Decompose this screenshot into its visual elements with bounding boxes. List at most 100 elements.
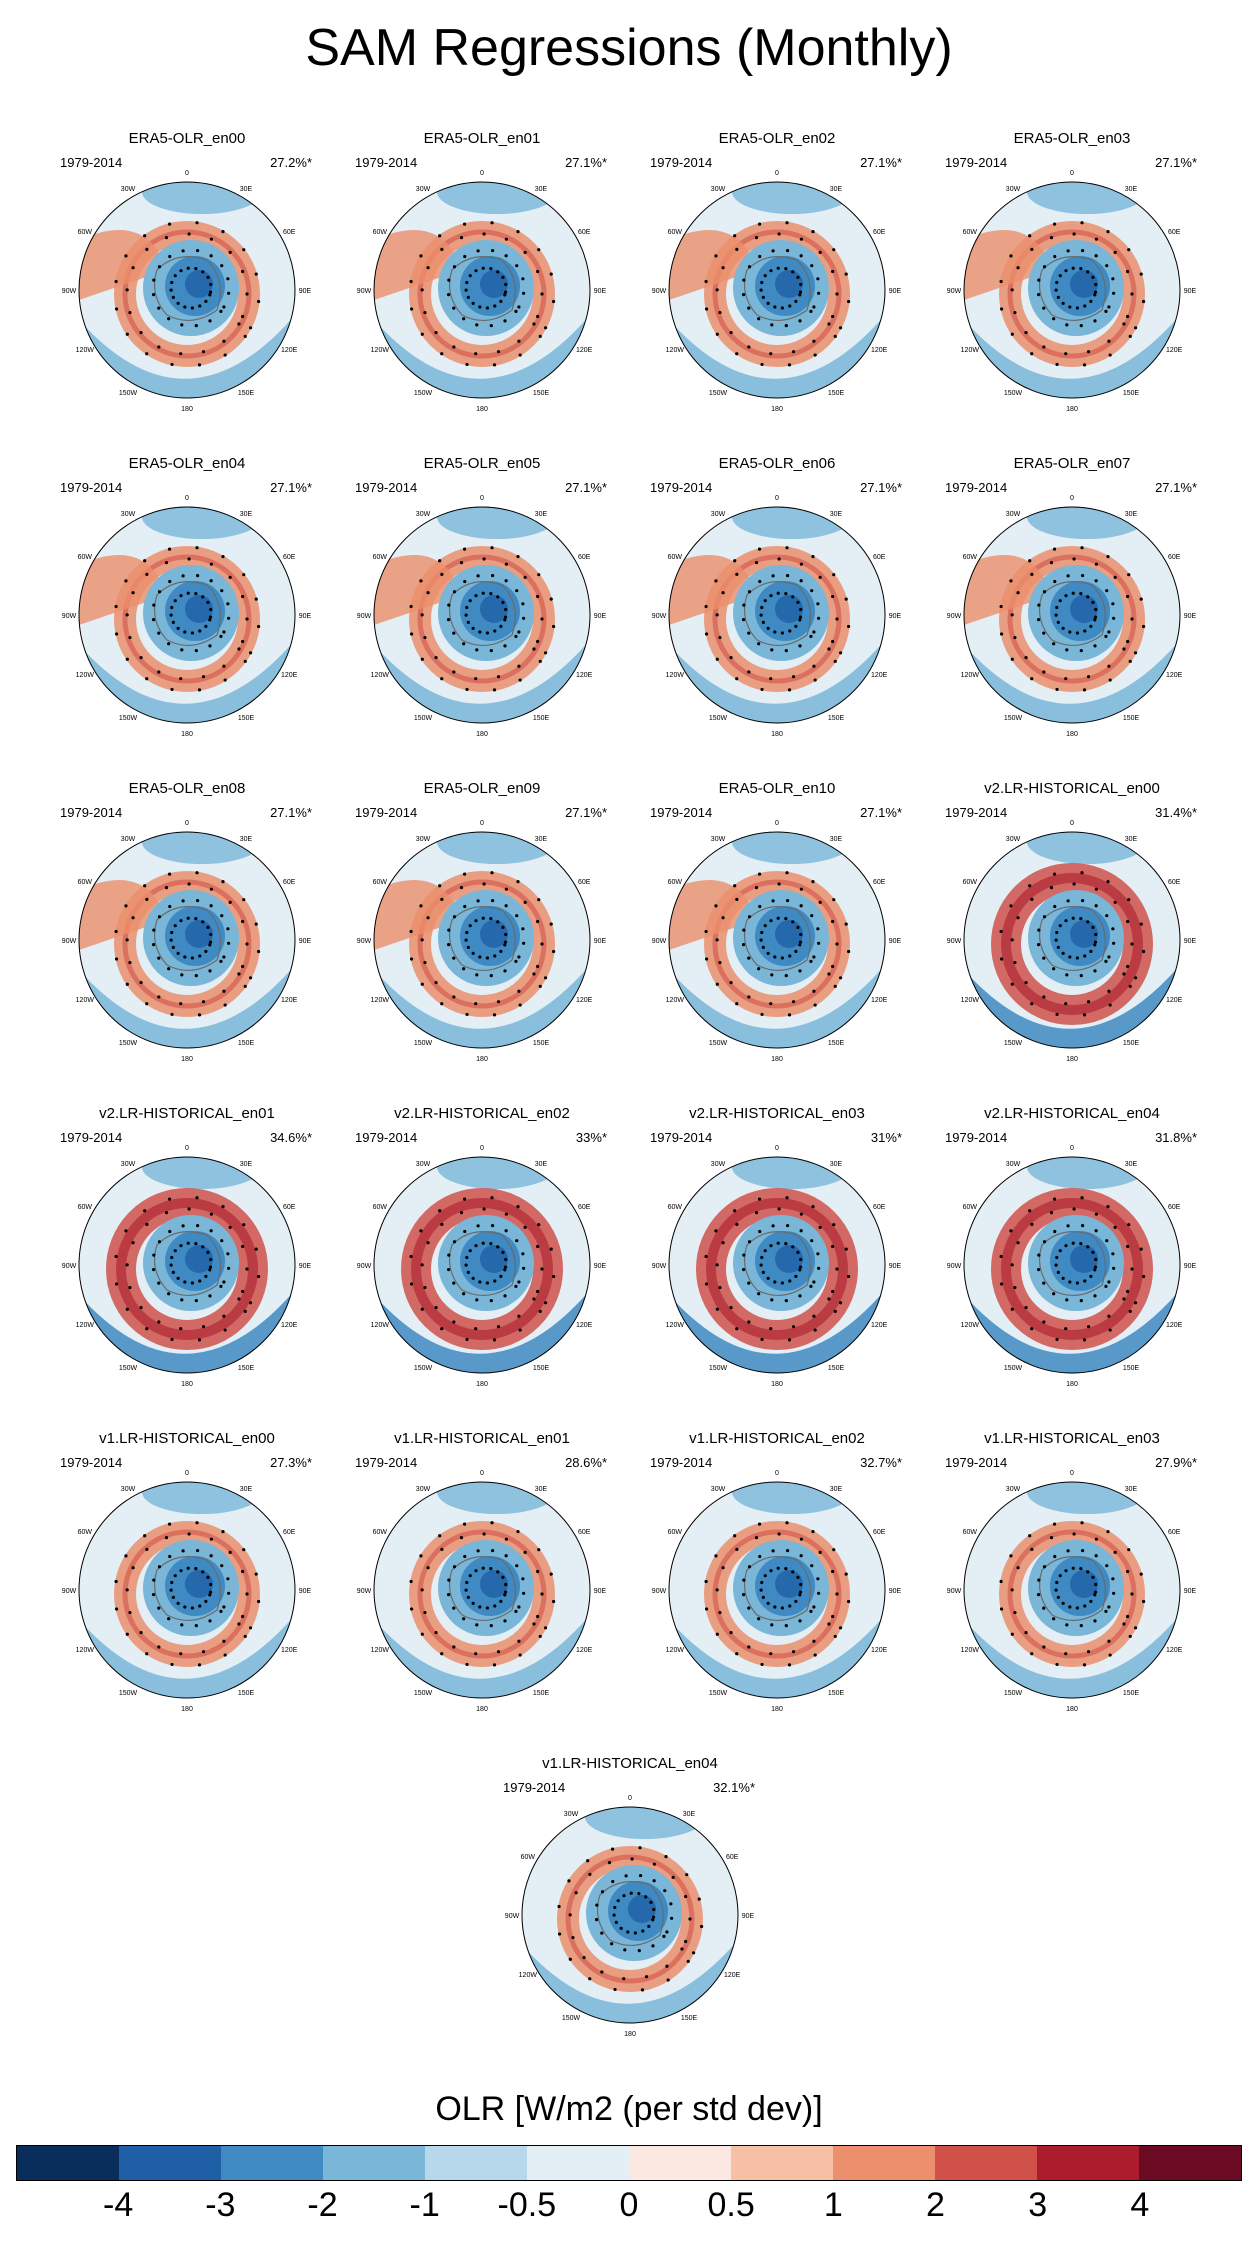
significance-dot [171, 295, 175, 299]
significance-dot [195, 1521, 199, 1525]
significance-dot [538, 659, 542, 663]
significance-dot [420, 1632, 424, 1636]
significance-dot [1042, 1606, 1046, 1610]
significance-dot [503, 1265, 508, 1269]
significance-dot [114, 957, 119, 961]
significance-dot [139, 330, 143, 335]
significance-dot [1010, 288, 1014, 292]
significance-dot [715, 1307, 719, 1311]
significance-dot [1053, 1554, 1057, 1559]
significance-dot [489, 266, 493, 271]
significance-dot [1065, 1298, 1069, 1302]
significance-dot [1122, 972, 1126, 976]
significance-dot [208, 1590, 213, 1594]
panel-period: 1979-2014 [650, 1130, 713, 1145]
panel-title: v1.LR-HISTORICAL_en01 [394, 1430, 570, 1447]
significance-dot [832, 248, 836, 252]
significance-dot [798, 943, 802, 947]
significance-dot [241, 964, 245, 969]
significance-dot [1056, 1595, 1060, 1599]
significance-dot [227, 616, 231, 620]
significance-dot [766, 1276, 770, 1280]
significance-dot [462, 1617, 466, 1621]
significance-dot [222, 1280, 226, 1284]
significance-dot [757, 1617, 761, 1621]
significance-dot [459, 1536, 464, 1540]
significance-dot [179, 919, 183, 923]
significance-dot [788, 629, 792, 633]
significance-dot [243, 1309, 247, 1313]
significance-dot [652, 1907, 656, 1912]
significance-dot [504, 904, 508, 908]
significance-dot [489, 324, 493, 328]
panel-title: ERA5-OLR_en03 [1013, 130, 1131, 147]
significance-dot [715, 1263, 719, 1267]
panel-variance: 33%* [575, 1130, 607, 1145]
significance-dot [504, 579, 508, 583]
significance-dot [1072, 1207, 1076, 1211]
significance-dot [818, 1550, 822, 1554]
significance-dot [761, 1270, 765, 1274]
longitude-label: 60W [78, 1204, 93, 1211]
longitude-label: 120E [1166, 1647, 1183, 1654]
longitude-label: 180 [476, 1381, 488, 1388]
coastline [744, 1231, 811, 1296]
significance-dot [769, 352, 773, 356]
significance-dot [1086, 1245, 1090, 1249]
significance-dot [1028, 884, 1032, 888]
significance-dot [798, 1593, 802, 1597]
longitude-label: 30W [416, 1486, 431, 1493]
significance-dot [464, 1588, 468, 1592]
significance-dot [1093, 618, 1097, 622]
longitude-label: 60E [1168, 1529, 1181, 1536]
significance-dot [462, 872, 467, 876]
significance-dot [187, 1207, 191, 1211]
significance-dot [1068, 955, 1072, 959]
significance-dot [630, 1857, 634, 1861]
significance-dot [1093, 290, 1098, 294]
significance-dot [208, 940, 213, 944]
significance-dot [517, 1605, 521, 1609]
significance-dot [1082, 1013, 1087, 1017]
significance-dot [151, 1592, 156, 1597]
significance-dot [714, 254, 718, 258]
panel-title: ERA5-OLR_en02 [718, 130, 836, 147]
significance-dot [812, 339, 816, 343]
significance-dot [157, 915, 162, 919]
significance-dot [812, 989, 816, 993]
significance-dot [1139, 272, 1143, 276]
significance-dot [760, 1580, 764, 1585]
significance-dot [145, 352, 149, 356]
longitude-label: 60E [873, 879, 886, 886]
significance-dot [835, 1267, 839, 1271]
map-border [963, 1156, 1181, 1374]
significance-dot [219, 1609, 223, 1613]
significance-dot [1049, 1536, 1054, 1540]
significance-dot [796, 925, 800, 930]
significance-dot [190, 1281, 194, 1285]
negative-polar-center [480, 1245, 508, 1273]
significance-dot [504, 1582, 508, 1587]
significance-dot [538, 334, 542, 338]
significance-dot [409, 632, 414, 636]
significance-dot [729, 1305, 733, 1310]
significance-dot [194, 1624, 198, 1628]
significance-dot [791, 595, 795, 599]
significance-dot [434, 655, 438, 660]
significance-dot [1030, 1002, 1034, 1006]
significance-dot [1130, 942, 1134, 946]
longitude-label: 90W [357, 1588, 372, 1595]
significance-dot [812, 664, 816, 668]
longitude-label: 90W [62, 613, 77, 620]
positive-ring-core [417, 554, 547, 684]
significance-dot [552, 299, 556, 304]
significance-dot [209, 887, 214, 891]
significance-dot [763, 599, 767, 603]
positive-patch [669, 230, 757, 300]
significance-dot [459, 886, 464, 890]
significance-dot [125, 982, 129, 986]
significance-dot [1082, 363, 1087, 367]
significance-dot [791, 350, 796, 354]
